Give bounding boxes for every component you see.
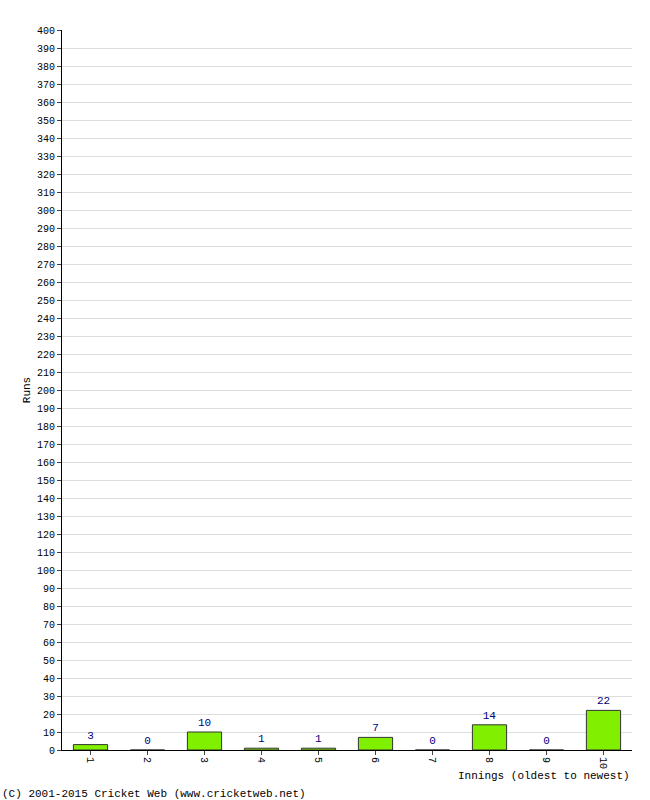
svg-text:9: 9 (540, 757, 551, 763)
svg-text:50: 50 (43, 656, 55, 667)
svg-text:40: 40 (43, 674, 55, 685)
svg-text:140: 140 (37, 494, 55, 505)
svg-text:5: 5 (312, 757, 323, 763)
svg-text:190: 190 (37, 404, 55, 415)
svg-text:8: 8 (483, 757, 494, 763)
svg-text:210: 210 (37, 368, 55, 379)
svg-text:130: 130 (37, 512, 55, 523)
svg-text:390: 390 (37, 44, 55, 55)
svg-text:1: 1 (84, 757, 95, 763)
svg-text:2: 2 (141, 757, 152, 763)
svg-text:3: 3 (198, 757, 209, 763)
svg-text:30: 30 (43, 692, 55, 703)
svg-text:320: 320 (37, 170, 55, 181)
svg-text:10: 10 (198, 717, 211, 729)
svg-text:0: 0 (49, 746, 55, 757)
svg-text:6: 6 (369, 757, 380, 763)
svg-text:Innings (oldest to newest): Innings (oldest to newest) (458, 770, 630, 782)
svg-text:10: 10 (43, 728, 55, 739)
svg-text:70: 70 (43, 620, 55, 631)
svg-text:160: 160 (37, 458, 55, 469)
svg-text:4: 4 (255, 757, 266, 763)
svg-text:0: 0 (543, 735, 550, 747)
svg-text:(C) 2001-2015 Cricket Web (www: (C) 2001-2015 Cricket Web (www.cricketwe… (2, 788, 306, 800)
svg-text:260: 260 (37, 278, 55, 289)
svg-text:7: 7 (372, 722, 379, 734)
svg-text:310: 310 (37, 188, 55, 199)
svg-text:250: 250 (37, 296, 55, 307)
svg-text:220: 220 (37, 350, 55, 361)
svg-text:14: 14 (483, 710, 497, 722)
svg-text:360: 360 (37, 98, 55, 109)
svg-text:300: 300 (37, 206, 55, 217)
svg-text:200: 200 (37, 386, 55, 397)
svg-text:270: 270 (37, 260, 55, 271)
svg-text:3: 3 (87, 730, 94, 742)
svg-text:22: 22 (597, 695, 610, 707)
svg-text:1: 1 (315, 733, 322, 745)
svg-text:400: 400 (37, 26, 55, 37)
svg-text:280: 280 (37, 242, 55, 253)
svg-text:Runs: Runs (21, 377, 33, 403)
svg-text:10: 10 (597, 757, 608, 769)
svg-text:7: 7 (426, 757, 437, 763)
svg-text:340: 340 (37, 134, 55, 145)
svg-text:60: 60 (43, 638, 55, 649)
svg-text:120: 120 (37, 530, 55, 541)
svg-text:290: 290 (37, 224, 55, 235)
svg-text:380: 380 (37, 62, 55, 73)
svg-text:0: 0 (144, 735, 151, 747)
svg-text:100: 100 (37, 566, 55, 577)
svg-text:0: 0 (429, 735, 436, 747)
svg-text:170: 170 (37, 440, 55, 451)
svg-text:90: 90 (43, 584, 55, 595)
svg-text:330: 330 (37, 152, 55, 163)
svg-text:230: 230 (37, 332, 55, 343)
svg-text:350: 350 (37, 116, 55, 127)
svg-text:1: 1 (258, 733, 265, 745)
svg-text:240: 240 (37, 314, 55, 325)
svg-text:370: 370 (37, 80, 55, 91)
svg-text:180: 180 (37, 422, 55, 433)
svg-text:20: 20 (43, 710, 55, 721)
svg-text:110: 110 (37, 548, 55, 559)
svg-text:80: 80 (43, 602, 55, 613)
svg-text:150: 150 (37, 476, 55, 487)
